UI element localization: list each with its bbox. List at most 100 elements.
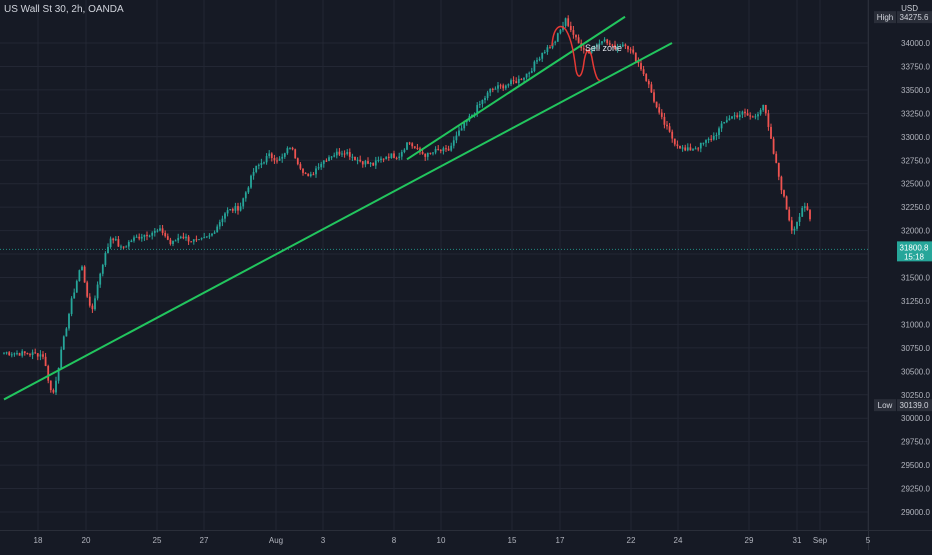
candle-body [36,353,39,357]
candle-body [398,156,401,158]
candle-body [296,158,299,165]
candle-body [252,171,255,176]
candle-body [49,380,52,391]
candle-body [239,206,242,211]
candle-body [291,147,294,150]
candle-body [276,160,278,162]
candle-body [5,352,8,354]
candle-body [543,51,546,53]
candle-body [120,246,122,248]
candle-body [481,100,484,104]
candle-body [582,48,585,50]
candle-body [632,49,635,53]
candle-body [512,80,515,82]
candle-body [536,60,538,62]
candle-body [621,44,624,47]
y-tick-label: 29750.0 [901,438,930,447]
candle-body [458,130,460,136]
candle-body [655,101,658,108]
y-tick-label: 34000.0 [901,39,930,48]
candle-body [166,236,169,240]
candle-body [429,152,432,154]
candle-body [127,242,130,247]
y-tick-label: 29500.0 [901,461,930,470]
high-label-box [874,11,896,24]
currency-label: USD [901,4,918,13]
candle-body [244,192,247,199]
candle-body [624,44,627,47]
candle-body [770,126,772,139]
candle-body [372,162,375,166]
candle-body [138,236,141,239]
candle-body [369,162,372,164]
candle-body [411,143,414,147]
candle-body [299,164,302,169]
candle-body [616,46,619,50]
x-tick-label: 15 [508,536,517,545]
candle-body [629,49,632,51]
candle-body [18,353,21,356]
candle-body [471,114,473,117]
candle-body [533,61,536,72]
candle-body [671,131,674,139]
candle-body [801,207,804,217]
symbol-title[interactable]: US Wall St 30, 2h, OANDA [4,4,124,15]
candle-body [231,209,234,211]
candle-body [96,284,99,299]
candle-body [634,52,637,62]
candle-body [593,46,596,51]
candle-body [484,98,486,101]
candle-body [153,230,156,233]
candle-body [270,153,273,159]
candle-body [541,52,544,59]
candle-body [491,88,494,90]
candle-body [309,174,312,177]
candle-body [445,148,447,150]
candle-body [286,148,289,154]
y-tick-label: 33000.0 [901,133,930,142]
candle-body [611,44,614,46]
candle-body [114,239,117,241]
candle-body [439,149,442,152]
y-tick-label: 31500.0 [901,274,930,283]
candle-body [302,168,304,173]
candle-body [455,135,458,141]
candle-body [159,228,161,231]
candle-body [736,115,739,118]
candle-body [437,148,440,150]
candle-body [424,153,427,157]
candle-body [148,235,151,237]
candle-body [627,46,629,50]
candle-body [65,328,68,337]
y-tick-label: 32250.0 [901,203,930,212]
candle-body [400,152,403,157]
candle-body [172,240,174,244]
candle-body [208,235,211,237]
candle-body [650,84,653,93]
candle-body [515,81,518,84]
candle-body [686,147,689,151]
candle-body [216,226,219,233]
candle-body [3,352,5,354]
candle-body [796,221,798,229]
candle-body [640,63,642,70]
x-tick-label: 8 [392,536,397,545]
candle-body [260,162,263,165]
candle-body [494,88,497,90]
candle-body [673,138,676,145]
candle-body [351,156,354,158]
candle-body [645,74,648,81]
candle-body [754,116,757,118]
low-price-box [897,399,932,412]
y-tick-label: 33750.0 [901,62,930,71]
candle-body [268,153,271,157]
low-label: Low [878,401,893,410]
candle-body [315,168,317,175]
candle-body [117,239,120,247]
candle-body [460,128,463,131]
candle-body [8,352,11,355]
candle-body [39,354,42,357]
candle-body [463,122,466,129]
